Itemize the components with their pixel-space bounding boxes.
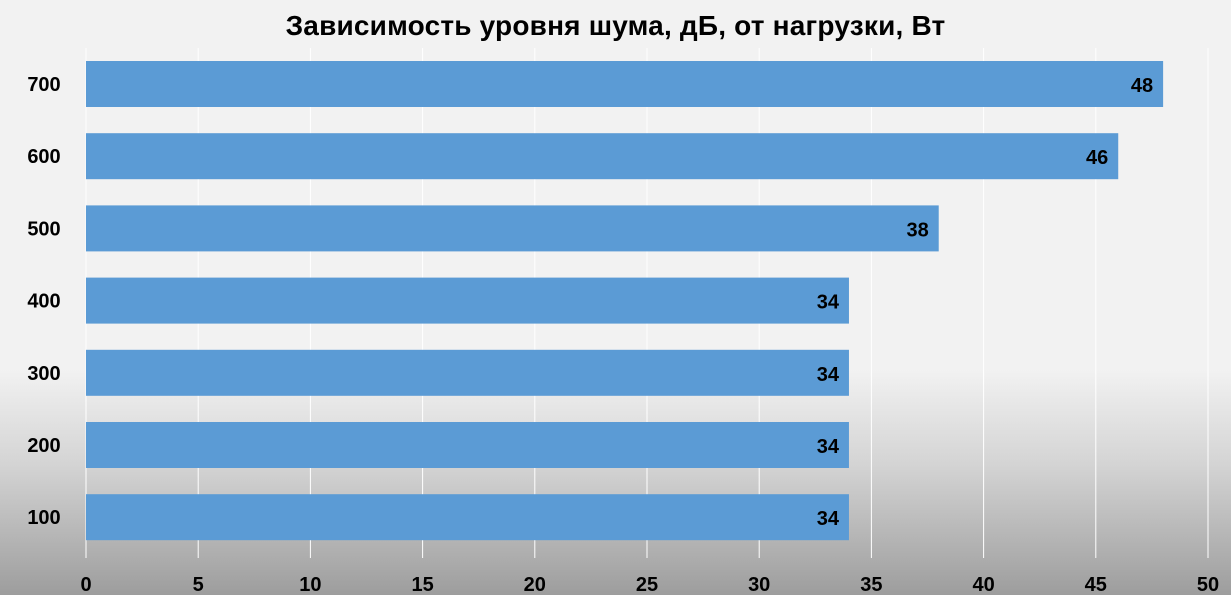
bar <box>86 494 849 541</box>
data-label: 48 <box>1131 75 1153 97</box>
x-tick-label: 5 <box>193 574 204 595</box>
x-tick-label: 35 <box>860 574 882 595</box>
x-tick-label: 40 <box>972 574 994 595</box>
category-label: 100 <box>27 507 60 529</box>
x-tick-label: 50 <box>1197 574 1219 595</box>
bar <box>86 61 1164 107</box>
x-tick-label: 15 <box>411 574 433 595</box>
data-label: 38 <box>906 219 928 241</box>
chart-title: Зависимость уровня шума, дБ, от нагрузки… <box>285 10 946 41</box>
category-label: 600 <box>27 146 60 168</box>
category-label: 700 <box>27 74 60 96</box>
category-label: 300 <box>27 363 60 385</box>
bar <box>86 349 849 396</box>
data-label: 34 <box>817 436 840 458</box>
x-tick-label: 45 <box>1085 574 1107 595</box>
x-tick-label: 25 <box>636 574 658 595</box>
data-label: 34 <box>817 508 840 530</box>
x-tick-label: 0 <box>80 574 91 595</box>
x-tick-label: 20 <box>524 574 546 595</box>
category-label: 500 <box>27 218 60 240</box>
bar <box>86 205 939 252</box>
x-tick-label: 10 <box>299 574 321 595</box>
category-label: 200 <box>27 435 60 457</box>
bar <box>86 277 849 324</box>
data-label: 34 <box>817 364 840 386</box>
bar <box>86 133 1119 180</box>
data-label: 46 <box>1086 147 1108 169</box>
data-label: 34 <box>817 292 840 314</box>
category-label: 400 <box>27 291 60 313</box>
bar <box>86 422 849 468</box>
x-tick-label: 30 <box>748 574 770 595</box>
